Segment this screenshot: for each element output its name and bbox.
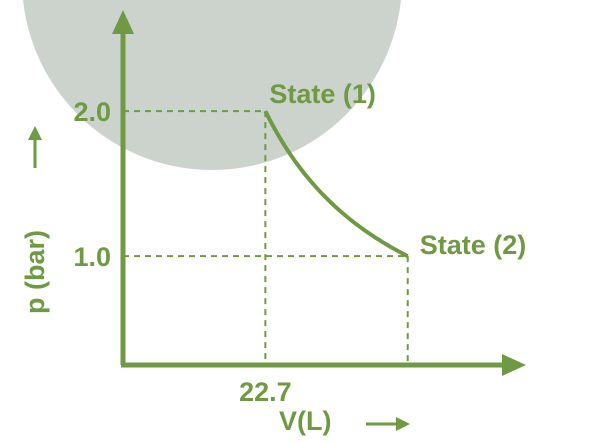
y-axis-title: p (bar)	[20, 230, 50, 314]
series-line-isotherm	[263, 110, 409, 258]
y-tick-label-2: 2.0	[73, 97, 111, 127]
x-axis-title-group: V(L)	[279, 406, 410, 436]
x-axis-title: V(L)	[279, 406, 331, 436]
y-axis-arrowhead	[112, 10, 134, 34]
annotation-state-2: State (2)	[420, 230, 527, 260]
y-tick-label-1: 1.0	[73, 242, 111, 272]
x-axis-arrowhead	[502, 354, 526, 376]
y-axis-title-arrowhead	[28, 126, 42, 140]
y-axis-title-group: p (bar)	[20, 126, 50, 314]
annotation-state-1: State (1)	[269, 79, 376, 109]
x-tick-label-22-7: 22.7	[239, 377, 292, 407]
x-axis-title-arrowhead	[396, 417, 410, 431]
watermark-circle	[23, 0, 401, 170]
